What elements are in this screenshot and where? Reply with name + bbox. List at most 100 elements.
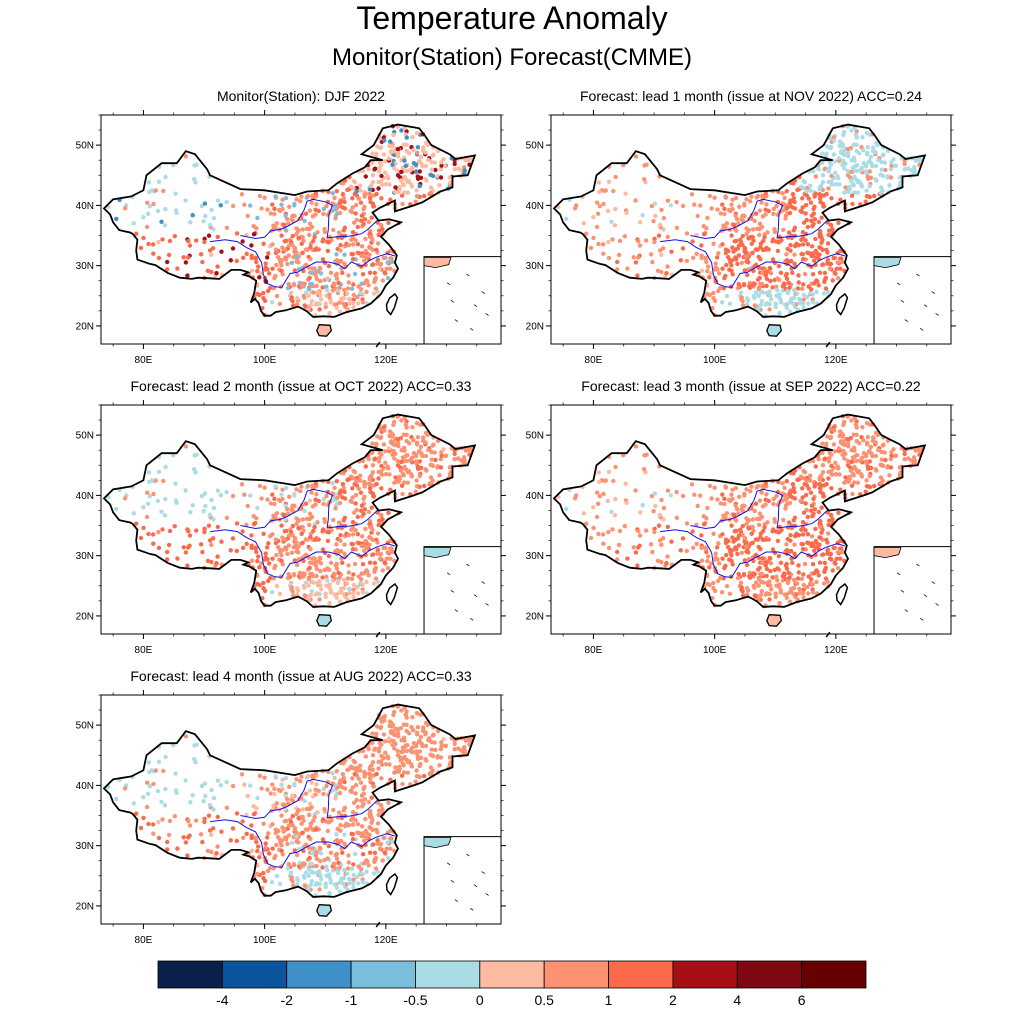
station-point (795, 477, 800, 483)
station-point (865, 435, 871, 440)
station-point (302, 295, 307, 300)
station-point (761, 528, 766, 534)
station-point (792, 551, 797, 556)
hainan-outline (766, 324, 783, 337)
station-point (161, 768, 166, 774)
station-point (314, 492, 319, 497)
station-point (395, 173, 401, 178)
station-point (331, 807, 336, 813)
station-point (730, 562, 735, 567)
station-point (359, 577, 364, 582)
station-point (625, 556, 630, 561)
station-point (218, 783, 223, 788)
station-point (744, 254, 749, 259)
station-point (799, 576, 805, 581)
station-point (733, 213, 738, 218)
station-point (367, 524, 373, 529)
station-point (323, 884, 328, 890)
station-point (303, 211, 309, 216)
inset-dash (900, 299, 905, 303)
taiwan-outline (835, 582, 849, 606)
station-point (355, 874, 360, 880)
station-point (224, 805, 230, 810)
station-point (597, 479, 602, 485)
station-point (780, 481, 785, 486)
station-point (691, 255, 696, 260)
station-point (377, 808, 382, 813)
station-point (705, 268, 710, 274)
station-point (724, 511, 730, 516)
station-point (600, 242, 606, 247)
station-point (131, 511, 136, 516)
station-point (396, 189, 401, 194)
station-point (447, 175, 453, 180)
station-point (801, 292, 806, 298)
station-point (138, 825, 144, 831)
station-point (864, 131, 870, 136)
station-point (350, 495, 355, 500)
station-point (171, 743, 176, 748)
station-point (633, 260, 639, 265)
station-point (122, 496, 128, 501)
station-point (788, 243, 793, 248)
station-point (386, 466, 391, 471)
station-point (382, 739, 388, 744)
station-point (270, 556, 275, 561)
station-point (181, 545, 186, 550)
station-point (809, 508, 814, 513)
station-point (230, 246, 236, 251)
station-point (209, 207, 214, 213)
station-point (859, 184, 865, 189)
station-point (386, 220, 391, 225)
station-point (775, 529, 781, 534)
station-point (422, 483, 427, 489)
station-point (861, 148, 866, 153)
station-point (720, 227, 726, 232)
station-point (393, 185, 398, 190)
lat-label: 30N (526, 551, 544, 562)
station-point (356, 301, 361, 306)
station-point (392, 166, 397, 171)
inset-dash (485, 603, 489, 606)
station-point (323, 594, 328, 600)
station-point (173, 481, 178, 486)
yellow-river (240, 198, 379, 240)
station-point (214, 561, 219, 566)
station-point (318, 293, 323, 298)
station-point (321, 791, 326, 797)
station-point (755, 537, 760, 542)
station-point (909, 458, 914, 463)
station-point (674, 515, 680, 520)
station-point (205, 848, 211, 853)
station-point (730, 487, 735, 492)
station-point (736, 243, 742, 248)
station-point (375, 838, 380, 843)
station-point (653, 503, 658, 509)
station-point (294, 540, 299, 545)
south-china-sea-inset (423, 256, 502, 345)
station-point (817, 234, 823, 239)
station-point (289, 297, 294, 302)
station-point (173, 771, 178, 776)
station-point (404, 458, 409, 464)
station-point (249, 835, 254, 841)
station-point (650, 259, 655, 265)
station-point (279, 553, 284, 558)
station-point (366, 219, 372, 225)
station-point (270, 532, 275, 537)
station-point (452, 747, 457, 752)
station-point (831, 152, 837, 157)
station-point (283, 485, 289, 491)
station-point (791, 195, 796, 201)
station-point (783, 506, 788, 511)
station-point (822, 569, 827, 574)
station-point (414, 749, 419, 754)
station-point (342, 252, 347, 257)
station-point (708, 561, 714, 566)
station-point (156, 819, 161, 825)
station-point (771, 501, 776, 507)
station-point (346, 860, 351, 865)
lat-label: 40N (76, 781, 94, 792)
station-point (755, 247, 760, 252)
taiwan-outline (385, 582, 399, 606)
